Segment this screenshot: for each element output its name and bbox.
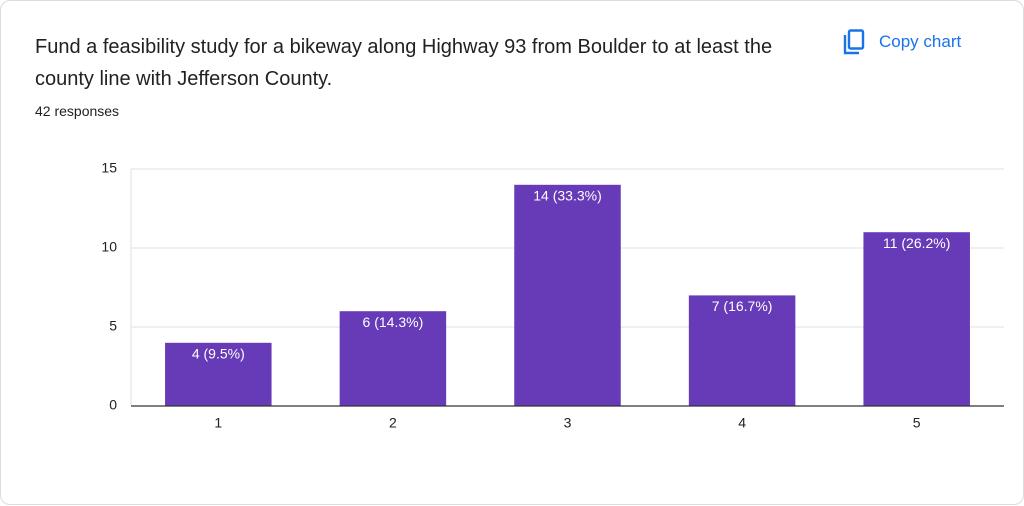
y-tick-label: 10 xyxy=(101,239,117,255)
question-title: Fund a feasibility study for a bikeway a… xyxy=(35,36,773,90)
x-tick-label: 4 xyxy=(738,415,746,431)
y-tick-label: 15 xyxy=(101,160,117,176)
copy-icon xyxy=(843,29,865,55)
bar xyxy=(339,311,447,406)
bar xyxy=(688,295,796,406)
y-tick-label: 5 xyxy=(109,318,117,334)
data-label: 14 (33.3%) xyxy=(533,188,601,204)
data-label: 4 (9.5%) xyxy=(192,346,245,362)
x-tick-label: 2 xyxy=(389,415,397,431)
data-label: 7 (16.7%) xyxy=(712,298,773,314)
x-tick-label: 5 xyxy=(913,415,921,431)
bar xyxy=(514,184,621,406)
bar xyxy=(863,232,970,406)
data-label: 11 (26.2%) xyxy=(883,235,950,251)
data-label: 6 (14.3%) xyxy=(363,314,424,330)
y-tick-label: 0 xyxy=(109,397,117,413)
x-tick-label: 1 xyxy=(214,415,222,431)
response-count: 42 responses xyxy=(35,103,120,119)
copy-chart-button[interactable]: Copy chart xyxy=(843,27,961,57)
bar xyxy=(165,342,272,406)
copy-chart-label: Copy chart xyxy=(879,32,962,51)
x-tick-label: 3 xyxy=(564,415,572,431)
